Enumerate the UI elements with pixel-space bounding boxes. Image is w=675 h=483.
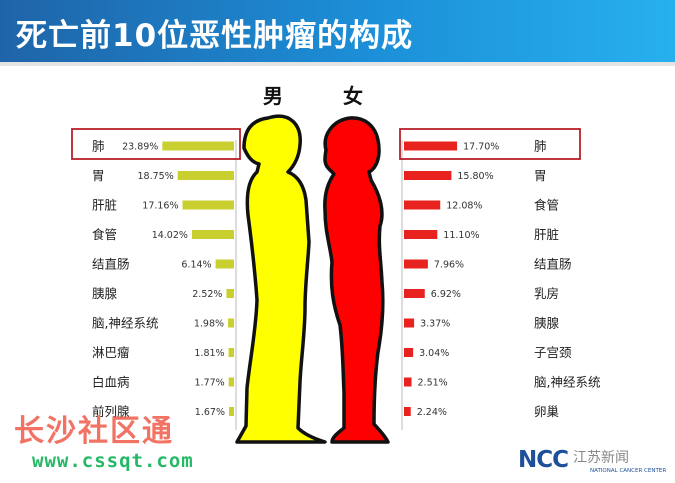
female-category-label: 结直肠 [534, 257, 572, 272]
male-value-label: 1.98% [194, 319, 224, 330]
female-category-label: 胰腺 [534, 316, 560, 331]
female-value-label: 17.70% [463, 142, 499, 153]
male-category-label: 食管 [92, 227, 117, 242]
female-bar [404, 407, 411, 416]
female-heading: 女 [343, 84, 363, 108]
male-category-label: 胃 [92, 168, 105, 183]
female-category-label: 肺 [534, 139, 547, 154]
male-bar [215, 259, 234, 269]
female-category-label: 子宫颈 [534, 345, 572, 360]
male-bar [228, 348, 234, 357]
male-value-label: 18.75% [138, 171, 174, 182]
male-category-label: 肝脏 [92, 198, 117, 213]
male-category-label: 淋巴瘤 [92, 345, 130, 360]
male-value-label: 1.77% [195, 378, 225, 389]
title-banner: 死亡前10位恶性肿瘤的构成 [0, 0, 675, 62]
female-category-label: 食管 [534, 198, 559, 213]
male-category-label: 结直肠 [92, 257, 130, 272]
female-bar [404, 377, 412, 387]
female-silhouette-icon [323, 116, 390, 444]
female-bar [404, 259, 428, 269]
silhouette-figures [235, 114, 390, 444]
female-bar [404, 141, 458, 151]
highlight-boxes [71, 128, 581, 160]
wechat-source-tag: 江苏新闻 [573, 450, 629, 466]
female-value-label: 6.92% [431, 289, 461, 300]
banner-divider [0, 62, 675, 66]
male-heading: 男 [263, 84, 283, 108]
male-bar [226, 289, 234, 298]
male-value-label: 17.16% [142, 201, 178, 212]
male-value-label: 1.67% [195, 407, 225, 418]
female-bar [404, 289, 425, 298]
female-category-label: 脑,神经系统 [534, 375, 600, 390]
male-bar [162, 141, 234, 151]
female-bar [404, 348, 414, 357]
male-silhouette-icon [235, 114, 327, 444]
male-bar [228, 377, 234, 387]
female-bar-series: 17.70% 肺 15.80% 胃 12.08% 食管 11.10% 肝脏 7.96% 结直肠 6.… [404, 139, 600, 419]
female-category-label: 肝脏 [534, 227, 559, 242]
male-bar [182, 200, 234, 210]
male-bar [228, 407, 234, 416]
female-value-label: 2.51% [418, 378, 448, 389]
female-value-label: 2.24% [417, 407, 447, 418]
male-value-label: 14.02% [152, 230, 188, 241]
male-value-label: 2.52% [192, 289, 222, 300]
ncc-logo-subtext: NATIONAL CANCER CENTER [590, 468, 667, 474]
male-bar [228, 318, 234, 328]
watermark-text: 长沙社区通 [14, 414, 174, 449]
male-category-label: 胰腺 [92, 286, 118, 301]
watermark-url: www.cssqt.com [32, 450, 194, 472]
female-bar [404, 171, 452, 180]
female-value-label: 15.80% [457, 171, 493, 182]
male-category-label: 白血病 [92, 375, 130, 390]
male-bar-series: 23.89% 肺 18.75% 胃 17.16% 肝脏 14.02% 食管 6.14% 结直肠 2.… [92, 139, 234, 419]
ncc-logo: NCC [518, 447, 569, 473]
male-category-label: 脑,神经系统 [92, 316, 158, 331]
chart-title: 死亡前10位恶性肿瘤的构成 [16, 18, 414, 54]
female-value-label: 12.08% [446, 201, 482, 212]
male-value-label: 6.14% [181, 260, 211, 271]
female-value-label: 3.04% [419, 348, 449, 359]
male-category-label: 肺 [92, 139, 105, 154]
male-bar [177, 171, 234, 180]
male-category-label: 前列腺 [92, 404, 130, 419]
female-category-label: 卵巢 [534, 404, 560, 419]
female-value-label: 7.96% [434, 260, 464, 271]
male-value-label: 23.89% [122, 142, 158, 153]
female-value-label: 3.37% [420, 319, 450, 330]
female-category-label: 乳房 [534, 286, 559, 301]
female-bar [404, 318, 415, 328]
female-bar [404, 230, 438, 239]
female-bar [404, 200, 441, 210]
female-top-highlight [399, 128, 581, 160]
male-value-label: 1.81% [194, 348, 224, 359]
female-category-label: 胃 [534, 168, 547, 183]
female-value-label: 11.10% [443, 230, 479, 241]
male-bar [191, 230, 234, 239]
male-top-highlight [71, 128, 241, 160]
